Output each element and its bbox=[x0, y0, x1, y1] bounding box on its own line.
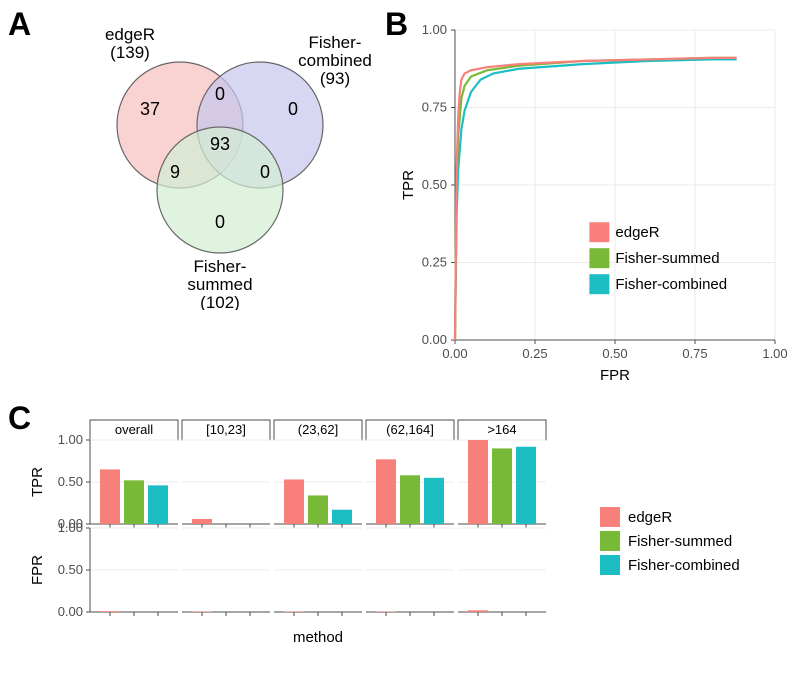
legend-label: edgeR bbox=[628, 509, 672, 526]
svg-text:93: 93 bbox=[210, 134, 230, 154]
svg-text:[10,23]: [10,23] bbox=[206, 422, 246, 437]
legend-label: Fisher-summed bbox=[628, 533, 732, 550]
svg-text:edgeR: edgeR bbox=[615, 224, 659, 241]
svg-text:(23,62]: (23,62] bbox=[298, 422, 338, 437]
svg-text:0.00: 0.00 bbox=[58, 604, 83, 619]
svg-text:0.50: 0.50 bbox=[58, 562, 83, 577]
svg-text:0.00: 0.00 bbox=[422, 332, 447, 347]
svg-text:Fisher-combined: Fisher-combined bbox=[615, 276, 727, 293]
svg-text:0.75: 0.75 bbox=[422, 100, 447, 115]
svg-text:0.00: 0.00 bbox=[442, 346, 467, 361]
svg-text:(139): (139) bbox=[110, 43, 150, 62]
svg-text:1.00: 1.00 bbox=[58, 520, 83, 535]
svg-text:TPR: TPR bbox=[29, 467, 46, 497]
svg-text:0.50: 0.50 bbox=[422, 177, 447, 192]
svg-text:(102): (102) bbox=[200, 293, 240, 310]
bar-chart: overall [10,23] (23,62] (62,164] >164 0.00 0.5… bbox=[25, 410, 585, 690]
svg-text:TPR: TPR bbox=[400, 170, 417, 200]
svg-text:0: 0 bbox=[288, 99, 298, 119]
svg-text:9: 9 bbox=[170, 162, 180, 182]
legend-item: Fisher-combined bbox=[600, 553, 740, 577]
legend-c: edgeR Fisher-summed Fisher-combined bbox=[600, 505, 740, 577]
svg-text:1.00: 1.00 bbox=[762, 346, 787, 361]
svg-text:0.25: 0.25 bbox=[422, 255, 447, 270]
svg-text:overall: overall bbox=[115, 422, 153, 437]
svg-text:0.25: 0.25 bbox=[522, 346, 547, 361]
svg-text:FPR: FPR bbox=[29, 555, 46, 585]
svg-text:Fisher-: Fisher- bbox=[194, 257, 247, 276]
legend-swatch bbox=[600, 531, 620, 551]
legend-swatch bbox=[600, 555, 620, 575]
svg-text:edgeR: edgeR bbox=[105, 25, 155, 44]
roc-chart: 0.000.00 0.25 0.25 0.50 0.50 0.75 0.75 1.00 1.00… bbox=[395, 10, 792, 390]
svg-text:FPR: FPR bbox=[600, 367, 630, 384]
legend-item: edgeR bbox=[600, 505, 740, 529]
svg-text:(62,164]: (62,164] bbox=[386, 422, 434, 437]
svg-text:Fisher-summed: Fisher-summed bbox=[615, 250, 719, 267]
svg-text:0: 0 bbox=[215, 212, 225, 232]
svg-text:0.50: 0.50 bbox=[58, 474, 83, 489]
svg-text:0: 0 bbox=[260, 162, 270, 182]
svg-text:Fisher-: Fisher- bbox=[309, 33, 362, 52]
svg-text:0: 0 bbox=[215, 84, 225, 104]
svg-text:1.00: 1.00 bbox=[422, 22, 447, 37]
svg-text:0.75: 0.75 bbox=[682, 346, 707, 361]
legend-label: Fisher-combined bbox=[628, 557, 740, 574]
svg-text:method: method bbox=[293, 629, 343, 646]
venn-diagram: 37 0 0 0 9 0 93 edgeR(139) Fisher-combined(93) Fi… bbox=[25, 10, 395, 310]
svg-text:0.50: 0.50 bbox=[602, 346, 627, 361]
svg-text:37: 37 bbox=[140, 99, 160, 119]
legend-item: Fisher-summed bbox=[600, 529, 740, 553]
svg-text:summed: summed bbox=[187, 275, 252, 294]
legend-swatch bbox=[600, 507, 620, 527]
svg-text:(93): (93) bbox=[320, 69, 350, 88]
svg-text:>164: >164 bbox=[487, 422, 516, 437]
svg-text:1.00: 1.00 bbox=[58, 432, 83, 447]
svg-text:combined: combined bbox=[298, 51, 372, 70]
